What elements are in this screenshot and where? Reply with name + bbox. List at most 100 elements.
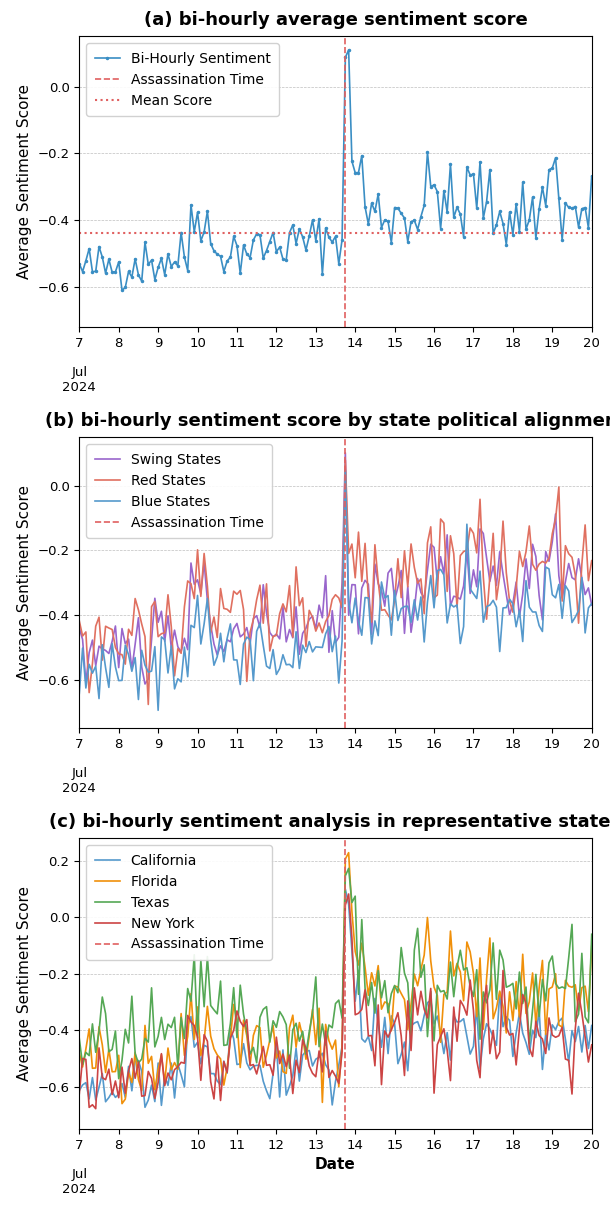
Line: Red States: Red States <box>79 460 592 704</box>
Blue States <box>92 659 99 674</box>
Swing States <box>270 630 277 645</box>
Swing States <box>217 639 224 653</box>
Blue States <box>588 596 595 611</box>
New York <box>378 1077 385 1091</box>
Florida <box>102 1065 109 1079</box>
Texas <box>345 861 353 875</box>
Florida <box>496 983 503 998</box>
Blue States <box>217 626 224 641</box>
New York <box>95 1040 102 1055</box>
Line: Blue States: Blue States <box>79 470 592 710</box>
Swing States <box>588 597 595 612</box>
Title: (b) bi-hourly sentiment score by state political alignment: (b) bi-hourly sentiment score by state p… <box>45 413 610 430</box>
Y-axis label: Average Sentiment Score: Average Sentiment Score <box>17 886 32 1082</box>
New York <box>588 1038 595 1053</box>
Florida <box>378 1002 385 1016</box>
California <box>76 1083 83 1097</box>
Blue States <box>378 574 385 589</box>
Bi-Hourly Sentiment <box>118 283 126 297</box>
Florida <box>270 1019 277 1033</box>
California <box>217 1077 224 1091</box>
Bi-Hourly Sentiment <box>588 169 595 183</box>
Bi-Hourly Sentiment <box>345 42 353 57</box>
Y-axis label: Average Sentiment Score: Average Sentiment Score <box>17 84 32 279</box>
Line: Texas: Texas <box>79 868 592 1079</box>
Blue States <box>102 660 109 675</box>
New York <box>217 1093 224 1107</box>
California <box>342 881 349 896</box>
Texas <box>92 1045 99 1060</box>
Red States <box>378 603 385 618</box>
Florida <box>118 1096 126 1111</box>
Swing States <box>378 583 385 597</box>
California <box>142 1100 149 1114</box>
California <box>378 1040 385 1055</box>
Swing States <box>142 676 149 691</box>
California <box>496 985 503 999</box>
Texas <box>378 991 385 1005</box>
Florida <box>76 1045 83 1060</box>
Texas <box>102 1006 109 1021</box>
Texas <box>270 1014 277 1028</box>
Bi-Hourly Sentiment <box>270 226 277 240</box>
Line: Bi-Hourly Sentiment: Bi-Hourly Sentiment <box>78 49 593 291</box>
Florida <box>217 1051 224 1066</box>
Blue States <box>154 703 162 717</box>
Legend: California, Florida, Texas, New York, Assassination Time: California, Florida, Texas, New York, As… <box>86 845 272 960</box>
Text: Jul
2024: Jul 2024 <box>62 1168 96 1196</box>
Red States <box>588 554 595 568</box>
Bi-Hourly Sentiment <box>217 249 224 263</box>
New York <box>92 1101 99 1116</box>
Red States <box>217 582 224 596</box>
Bi-Hourly Sentiment <box>496 204 503 219</box>
Texas <box>496 943 503 958</box>
New York <box>345 886 353 901</box>
California <box>102 1095 109 1110</box>
Florida <box>588 938 595 953</box>
Title: (a) bi-hourly average sentiment score: (a) bi-hourly average sentiment score <box>143 11 528 29</box>
Legend: Bi-Hourly Sentiment, Assassination Time, Mean Score: Bi-Hourly Sentiment, Assassination Time,… <box>86 44 279 115</box>
New York <box>270 1068 277 1083</box>
Red States <box>76 613 83 628</box>
Line: Swing States: Swing States <box>79 453 592 683</box>
Red States <box>102 619 109 634</box>
Swing States <box>76 620 83 635</box>
Red States <box>496 568 503 583</box>
Red States <box>270 629 277 643</box>
Swing States <box>342 446 349 460</box>
Line: New York: New York <box>79 894 592 1108</box>
New York <box>105 1062 112 1077</box>
Bi-Hourly Sentiment <box>92 263 99 278</box>
Title: (c) bi-hourly sentiment analysis in representative states: (c) bi-hourly sentiment analysis in repr… <box>49 813 610 832</box>
California <box>92 1093 99 1107</box>
Bi-Hourly Sentiment <box>102 266 109 280</box>
Line: Florida: Florida <box>79 852 592 1104</box>
Blue States <box>342 463 349 477</box>
Swing States <box>102 643 109 658</box>
Swing States <box>92 658 99 673</box>
Bi-Hourly Sentiment <box>378 220 385 234</box>
Legend: Swing States, Red States, Blue States, Assassination Time: Swing States, Red States, Blue States, A… <box>86 444 272 538</box>
X-axis label: Date: Date <box>315 1157 356 1173</box>
New York <box>76 1087 83 1101</box>
Texas <box>217 974 224 988</box>
Texas <box>76 1031 83 1045</box>
Text: Jul
2024: Jul 2024 <box>62 767 96 795</box>
Texas <box>115 1072 123 1087</box>
New York <box>496 1045 503 1060</box>
Bi-Hourly Sentiment <box>76 256 83 271</box>
Florida <box>92 1061 99 1076</box>
California <box>270 1066 277 1080</box>
Blue States <box>496 645 503 659</box>
Y-axis label: Average Sentiment Score: Average Sentiment Score <box>17 486 32 680</box>
Red States <box>342 453 349 467</box>
Florida <box>345 845 353 860</box>
Red States <box>92 619 99 634</box>
Red States <box>145 697 152 711</box>
California <box>588 1019 595 1033</box>
Texas <box>588 927 595 942</box>
Swing States <box>496 544 503 558</box>
Line: California: California <box>79 889 592 1107</box>
Blue States <box>270 642 277 657</box>
Text: Jul
2024: Jul 2024 <box>62 365 96 393</box>
